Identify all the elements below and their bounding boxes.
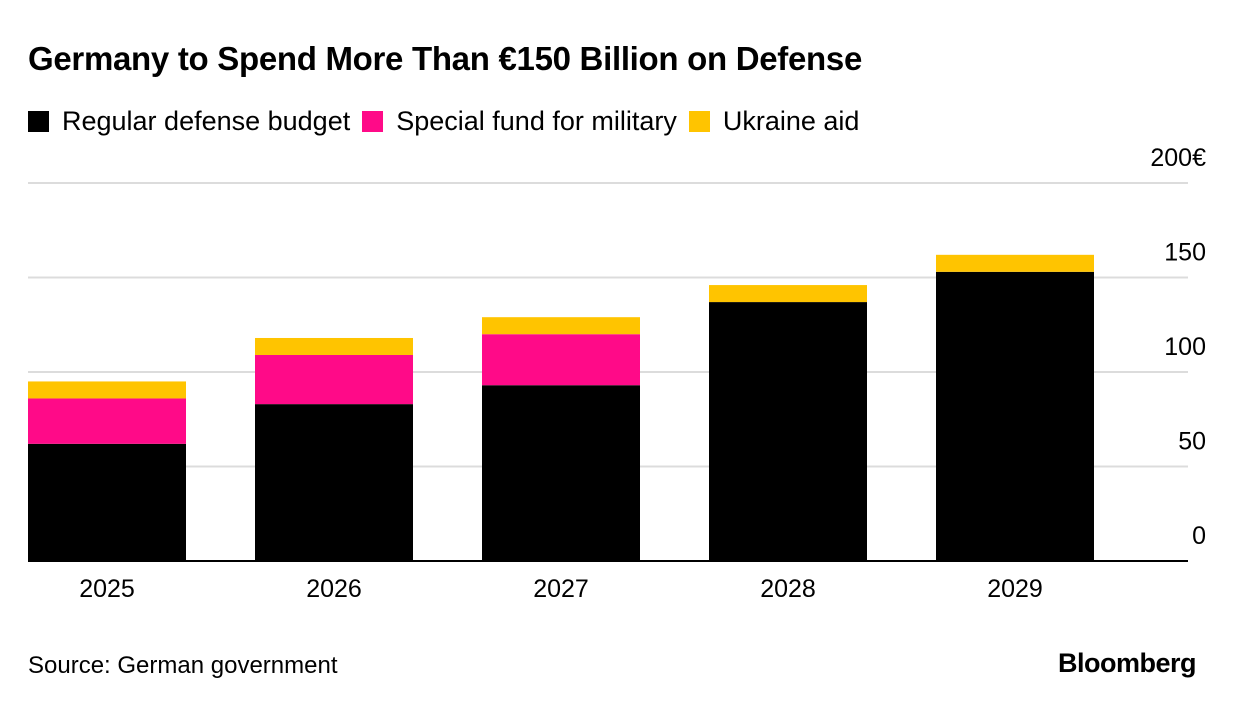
x-tick-label-2026: 2026 [306, 575, 362, 603]
bar-2025-special-fund-for-military [28, 398, 186, 444]
y-tick-label-50: 50 [1178, 428, 1206, 456]
y-tick-label-150: 150 [1164, 239, 1206, 267]
x-tick-label-2029: 2029 [987, 575, 1043, 603]
bar-2025-ukraine-aid [28, 381, 186, 399]
y-tick-label-100: 100 [1164, 333, 1206, 361]
chart-legend: Regular defense budget Special fund for … [28, 106, 871, 137]
bar-2029-ukraine-aid [936, 254, 1094, 272]
legend-item-special-fund: Special fund for military [362, 106, 677, 137]
legend-swatch-regular-budget [28, 111, 49, 132]
y-tick-label-0: 0 [1192, 522, 1206, 550]
source-note: Source: German government [28, 652, 338, 679]
legend-label-ukraine-aid: Ukraine aid [722, 106, 860, 136]
x-tick-label-2028: 2028 [760, 575, 816, 603]
legend-item-ukraine-aid: Ukraine aid [688, 106, 860, 137]
chart-title: Germany to Spend More Than €150 Billion … [28, 40, 863, 77]
bar-2027-ukraine-aid [482, 317, 640, 335]
x-tick-label-2027: 2027 [533, 575, 589, 603]
bar-2029-regular-defense-budget [936, 271, 1094, 561]
legend-item-regular-budget: Regular defense budget [28, 106, 350, 137]
bar-2025-regular-defense-budget [28, 443, 186, 561]
bar-2027-regular-defense-budget [482, 385, 640, 561]
bloomberg-logo: Bloomberg [1057, 648, 1197, 678]
legend-label-special-fund: Special fund for military [396, 106, 677, 136]
legend-swatch-special-fund [362, 111, 384, 132]
bar-2026-regular-defense-budget [255, 404, 413, 561]
y-tick-label-200: 200€ [1150, 144, 1206, 172]
legend-swatch-ukraine-aid [688, 111, 710, 132]
legend-label-regular-budget: Regular defense budget [62, 106, 351, 136]
bar-2027-special-fund-for-military [482, 334, 640, 386]
bar-2026-special-fund-for-military [255, 354, 413, 405]
x-tick-label-2025: 2025 [79, 575, 135, 603]
bar-2026-ukraine-aid [255, 337, 413, 355]
bar-2028-regular-defense-budget [709, 302, 867, 561]
bar-2028-ukraine-aid [709, 285, 867, 303]
